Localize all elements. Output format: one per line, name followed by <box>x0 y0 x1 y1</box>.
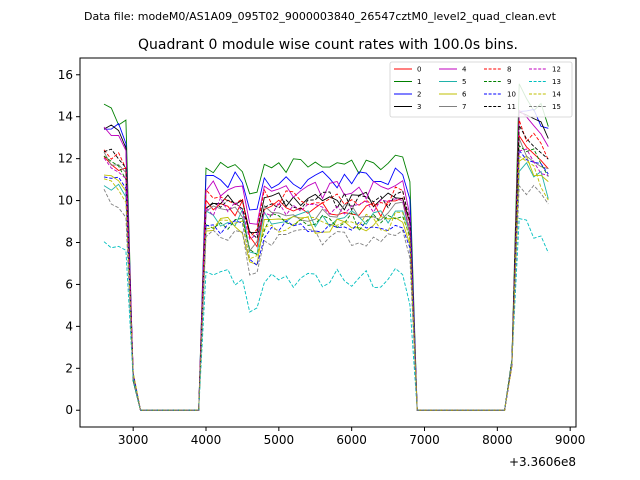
x-offset-label: +3.3606e8 <box>509 455 576 469</box>
legend-box <box>389 61 573 118</box>
legend-label-10: 10 <box>507 91 516 99</box>
legend-label-12: 12 <box>552 66 561 74</box>
x-tick-label: 4000 <box>191 433 222 447</box>
y-tick-label: 14 <box>58 110 73 124</box>
legend-label-9: 9 <box>507 78 511 86</box>
y-tick-label: 12 <box>58 152 73 166</box>
legend-label-7: 7 <box>462 103 466 111</box>
y-tick-label: 2 <box>65 361 73 375</box>
legend-label-2: 2 <box>417 91 421 99</box>
x-tick-label: 9000 <box>555 433 586 447</box>
legend-label-6: 6 <box>462 91 467 99</box>
legend-label-14: 14 <box>552 91 561 99</box>
chart-title: Quadrant 0 module wise count rates with … <box>138 37 518 53</box>
legend-label-15: 15 <box>552 103 561 111</box>
x-tick-label: 6000 <box>336 433 367 447</box>
y-tick-label: 4 <box>65 319 73 333</box>
legend-label-0: 0 <box>417 66 421 74</box>
x-tick-label: 3000 <box>118 433 149 447</box>
legend-label-5: 5 <box>462 78 466 86</box>
x-tick-label: 5000 <box>264 433 295 447</box>
legend-label-8: 8 <box>507 66 511 74</box>
series-line-15 <box>103 184 549 411</box>
plot-series <box>103 83 549 411</box>
y-tick-label: 10 <box>58 194 73 208</box>
legend-label-1: 1 <box>417 78 421 86</box>
y-tick-label: 8 <box>65 236 73 250</box>
x-tick-label: 7000 <box>409 433 440 447</box>
legend-label-4: 4 <box>462 66 467 74</box>
y-tick-label: 0 <box>65 403 73 417</box>
x-tick-label: 8000 <box>482 433 513 447</box>
y-tick-label: 6 <box>65 277 73 291</box>
axis-ticks: 3000 4000 5000 6000 7000 8000 9000024681012141… <box>58 68 586 447</box>
legend-label-11: 11 <box>507 103 516 111</box>
chart-suptitle: Data file: modeM0/AS1A09_095T02_90000038… <box>84 10 557 23</box>
legend-label-13: 13 <box>552 78 561 86</box>
y-tick-label: 16 <box>58 68 73 82</box>
legend-label-3: 3 <box>417 103 421 111</box>
